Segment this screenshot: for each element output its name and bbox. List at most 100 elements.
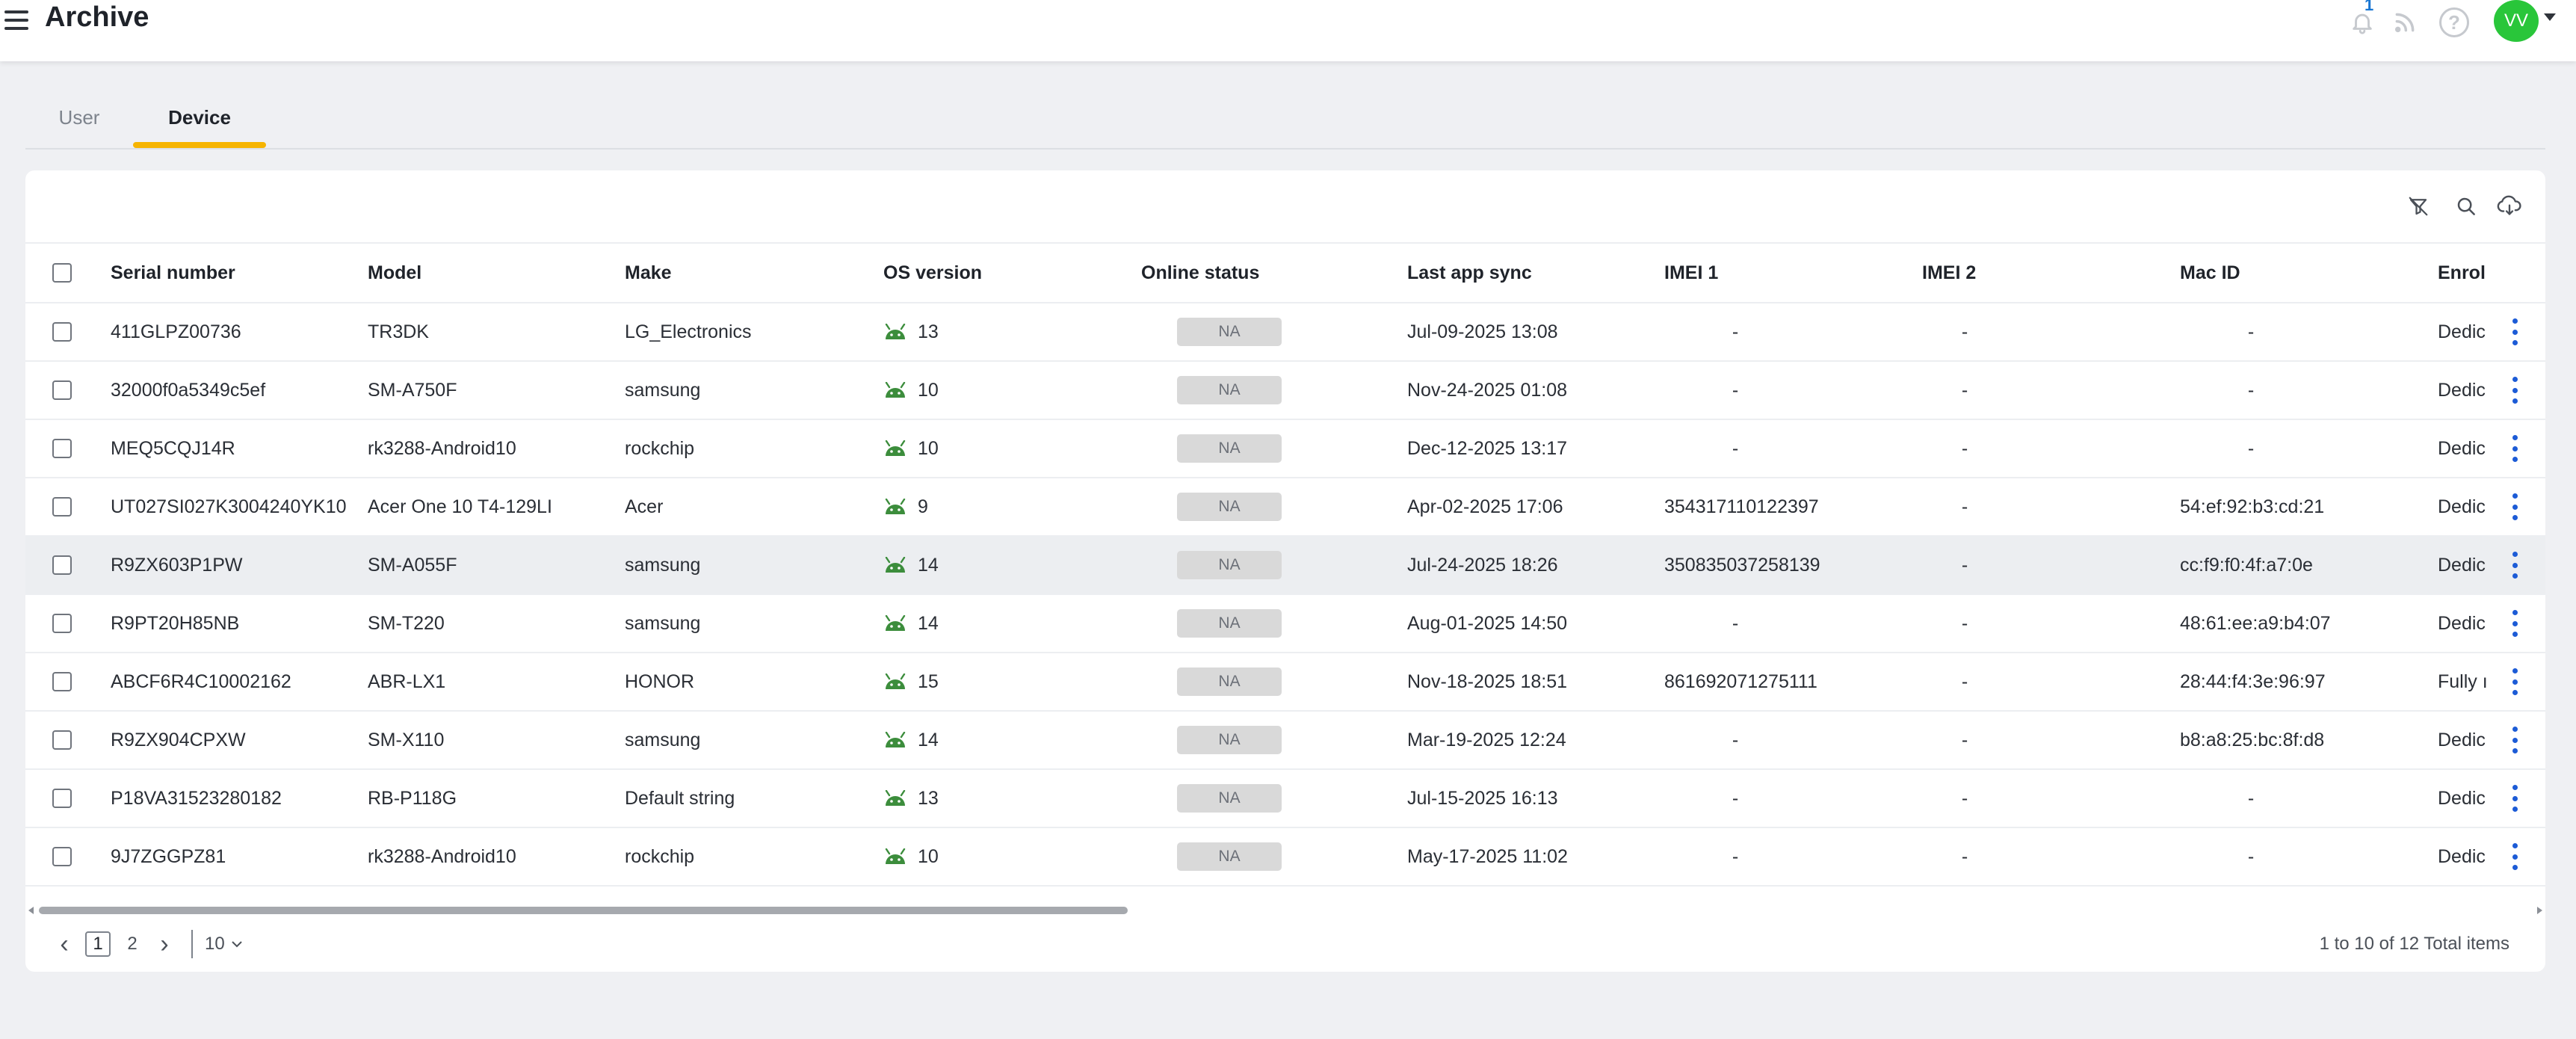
row-actions-icon[interactable] bbox=[2506, 552, 2524, 579]
column-header-last-app-sync[interactable]: Last app sync bbox=[1407, 262, 1532, 283]
table-row[interactable]: R9ZX603P1PW SM-A055F samsung 14 NA Jul-24-202… bbox=[25, 537, 2545, 595]
row-checkbox[interactable] bbox=[52, 322, 72, 342]
column-header-os-version[interactable]: OS version bbox=[883, 262, 982, 283]
row-actions-icon[interactable] bbox=[2506, 727, 2524, 753]
row-checkbox[interactable] bbox=[52, 380, 72, 400]
table-row[interactable]: ABCF6R4C10002162 ABR-LX1 HONOR 15 NA Nov-18-2… bbox=[25, 653, 2545, 712]
chevron-down-icon[interactable] bbox=[2544, 13, 2556, 21]
enrol-cell: Dedic bbox=[2438, 787, 2486, 809]
row-actions-icon[interactable] bbox=[2506, 785, 2524, 812]
row-checkbox[interactable] bbox=[52, 789, 72, 808]
os-version-cell: 15 bbox=[883, 653, 1108, 710]
android-icon bbox=[885, 557, 906, 573]
row-actions-icon[interactable] bbox=[2506, 610, 2524, 637]
os-version-cell: 10 bbox=[883, 420, 1108, 477]
row-actions-icon[interactable] bbox=[2506, 493, 2524, 520]
row-actions-icon[interactable] bbox=[2506, 318, 2524, 345]
table-row[interactable]: P18VA31523280182 RB-P118G Default string 13… bbox=[25, 770, 2545, 828]
next-page-icon[interactable]: › bbox=[160, 929, 169, 958]
prev-page-icon[interactable]: ‹ bbox=[60, 929, 69, 958]
model-cell: SM-X110 bbox=[368, 729, 445, 750]
column-header-enrol[interactable]: Enrol bbox=[2438, 262, 2486, 283]
row-actions-icon[interactable] bbox=[2506, 843, 2524, 870]
cloud-download-icon[interactable] bbox=[2492, 188, 2527, 224]
imei-2-cell: - bbox=[1961, 496, 1968, 517]
os-version-value: 15 bbox=[918, 670, 939, 692]
os-version-value: 13 bbox=[918, 787, 939, 809]
model-cell: rk3288-Android10 bbox=[368, 845, 516, 867]
imei-2-cell: - bbox=[1961, 729, 1968, 750]
os-version-value: 14 bbox=[918, 612, 939, 634]
column-header-online-status[interactable]: Online status bbox=[1141, 262, 1260, 283]
row-checkbox[interactable] bbox=[52, 730, 72, 750]
tab-device[interactable]: Device bbox=[168, 106, 231, 129]
row-checkbox[interactable] bbox=[52, 614, 72, 633]
page-size-select[interactable]: 10 bbox=[205, 931, 256, 957]
rss-icon[interactable] bbox=[2387, 4, 2423, 40]
make-cell: samsung bbox=[625, 554, 701, 576]
row-actions-icon[interactable] bbox=[2506, 668, 2524, 695]
status-badge: NA bbox=[1177, 842, 1282, 871]
mac-id-cell: - bbox=[2247, 321, 2255, 342]
horizontal-scrollbar[interactable] bbox=[25, 904, 2545, 917]
page-2-button[interactable]: 2 bbox=[127, 934, 138, 954]
os-version-value: 10 bbox=[918, 437, 939, 459]
table-row[interactable]: MEQ5CQJ14R rk3288-Android10 rockchip 10 NA De… bbox=[25, 420, 2545, 478]
enrol-cell: Dedic bbox=[2438, 729, 2486, 750]
table-row[interactable]: 9J7ZGGPZ81 rk3288-Android10 rockchip 10 NA Ma… bbox=[25, 828, 2545, 887]
column-header-model[interactable]: Model bbox=[368, 262, 422, 283]
row-checkbox[interactable] bbox=[52, 439, 72, 458]
column-header-make[interactable]: Make bbox=[625, 262, 672, 283]
scrollbar-thumb[interactable] bbox=[39, 907, 1128, 914]
model-cell: RB-P118G bbox=[368, 787, 457, 809]
clear-filter-icon[interactable] bbox=[2400, 188, 2436, 224]
column-header-mac-id[interactable]: Mac ID bbox=[2180, 262, 2240, 283]
row-checkbox[interactable] bbox=[52, 497, 72, 517]
bell-icon[interactable] bbox=[2344, 4, 2380, 40]
avatar[interactable]: VV bbox=[2494, 0, 2539, 42]
mac-id-cell: - bbox=[2247, 437, 2255, 459]
row-checkbox[interactable] bbox=[52, 847, 72, 866]
table-row[interactable]: 411GLPZ00736 TR3DK LG_Electronics 13 NA Jul-0… bbox=[25, 303, 2545, 362]
serial-number-cell: R9PT20H85NB bbox=[111, 612, 240, 634]
os-version-cell: 14 bbox=[883, 595, 1108, 652]
column-header-serial-number[interactable]: Serial number bbox=[111, 262, 235, 283]
mac-id-cell: b8:a8:25:bc:8f:d8 bbox=[2180, 729, 2325, 750]
table-row[interactable]: 32000f0a5349c5ef SM-A750F samsung 10 NA Nov-2… bbox=[25, 362, 2545, 420]
imei-1-cell: - bbox=[1732, 845, 1739, 867]
page-size-value: 10 bbox=[205, 934, 225, 954]
serial-number-cell: MEQ5CQJ14R bbox=[111, 437, 235, 459]
online-status-cell: NA bbox=[1150, 303, 1309, 360]
row-actions-icon[interactable] bbox=[2506, 435, 2524, 462]
tab-user[interactable]: User bbox=[58, 106, 100, 129]
android-icon bbox=[885, 790, 906, 806]
android-icon bbox=[885, 848, 906, 864]
column-header-imei-2[interactable]: IMEI 2 bbox=[1922, 262, 1977, 283]
mac-id-cell: 54:ef:92:b3:cd:21 bbox=[2180, 496, 2325, 517]
column-header-imei-1[interactable]: IMEI 1 bbox=[1664, 262, 1719, 283]
table-row[interactable]: R9PT20H85NB SM-T220 samsung 14 NA Aug-01-2025… bbox=[25, 595, 2545, 653]
model-cell: SM-A750F bbox=[368, 379, 457, 401]
imei-1-cell: - bbox=[1732, 729, 1739, 750]
table-row[interactable]: R9ZX904CPXW SM-X110 samsung 14 NA Mar-19-2025… bbox=[25, 712, 2545, 770]
select-all-checkbox[interactable] bbox=[52, 263, 72, 283]
imei-1-cell: - bbox=[1732, 321, 1739, 342]
scroll-right-icon[interactable] bbox=[2537, 907, 2542, 914]
scroll-left-icon[interactable] bbox=[28, 907, 34, 914]
row-checkbox[interactable] bbox=[52, 672, 72, 691]
enrol-cell: Dedic bbox=[2438, 321, 2486, 342]
android-icon bbox=[885, 673, 906, 689]
imei-2-cell: - bbox=[1961, 379, 1968, 401]
row-checkbox[interactable] bbox=[52, 555, 72, 575]
menu-icon[interactable] bbox=[4, 10, 28, 30]
page-1-button[interactable]: 1 bbox=[85, 931, 111, 957]
enrol-cell: Dedic bbox=[2438, 612, 2486, 634]
help-icon[interactable]: ? bbox=[2436, 4, 2472, 40]
row-actions-icon[interactable] bbox=[2506, 377, 2524, 404]
model-cell: TR3DK bbox=[368, 321, 429, 342]
os-version-cell: 9 bbox=[883, 478, 1108, 535]
table-row[interactable]: UT027SI027K3004240YK10 Acer One 10 T4-129… bbox=[25, 478, 2545, 537]
search-icon[interactable] bbox=[2448, 188, 2484, 224]
device-table-card: Serial number Model Make OS version Onli… bbox=[25, 170, 2545, 972]
last-app-sync-cell: Jul-09-2025 13:08 bbox=[1407, 321, 1558, 342]
